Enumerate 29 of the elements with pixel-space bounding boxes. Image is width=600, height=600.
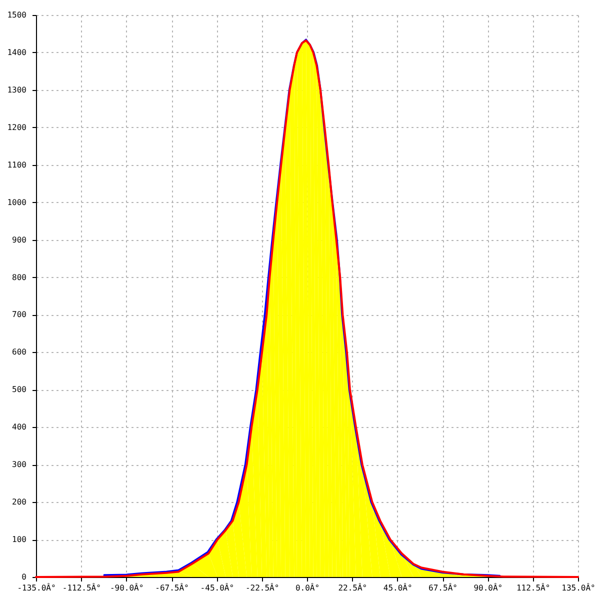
x-tick-label: -135.0Â° <box>17 582 56 592</box>
x-tick-label: 90.0Â° <box>474 582 503 592</box>
x-tick-label: -112.5Â° <box>62 582 101 592</box>
x-tick-label: 22.5Â° <box>338 582 368 592</box>
y-tick-label: 1200 <box>7 122 27 132</box>
x-tick-label: -45.0Â° <box>200 582 234 592</box>
x-tick-label: 0.0Â° <box>295 582 320 592</box>
y-tick-label: 500 <box>12 385 27 394</box>
x-tick-label: 67.5Â° <box>428 582 458 592</box>
y-tick-label: 1500 <box>7 10 27 20</box>
y-tick-label: 600 <box>12 348 27 357</box>
y-tick-label: 800 <box>12 272 27 282</box>
x-tick-label: 45.0Â° <box>383 582 412 592</box>
y-tick-label: 1300 <box>7 85 27 94</box>
y-tick-label: 200 <box>12 498 27 507</box>
y-tick-label: 700 <box>12 310 27 320</box>
y-tick-label: 400 <box>12 422 27 432</box>
y-tick-label: 1400 <box>7 48 27 57</box>
y-tick-label: 0 <box>22 572 27 582</box>
x-tick-label: 112.5Â° <box>516 582 550 592</box>
y-tick-label: 1000 <box>7 198 27 207</box>
y-tick-label: 1100 <box>7 160 27 170</box>
x-tick-label: -67.5Â° <box>155 582 189 592</box>
y-tick-label: 100 <box>12 535 27 544</box>
y-tick-label: 300 <box>12 460 27 470</box>
x-tick-label: -22.5Â° <box>245 582 280 592</box>
x-tick-label: -90.0Â° <box>110 582 144 592</box>
x-tick-label: 135.0Â° <box>562 582 596 592</box>
y-tick-label: 900 <box>12 235 27 244</box>
